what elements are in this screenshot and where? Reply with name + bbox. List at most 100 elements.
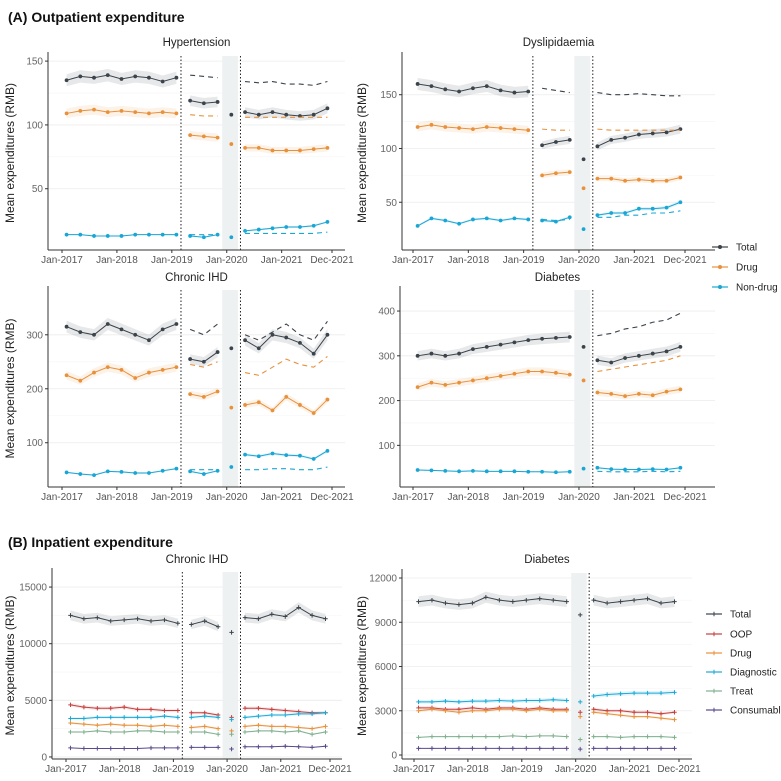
fitted-line: [417, 370, 570, 388]
series-drug: [415, 355, 683, 400]
data-point: [609, 176, 614, 181]
data-point: [429, 122, 434, 127]
data-point: [309, 726, 315, 731]
data-point: [483, 746, 489, 751]
data-point: [269, 744, 275, 749]
x-tick-label: Jan-2017: [392, 492, 434, 503]
counterfactual-line: [244, 320, 328, 341]
data-point: [229, 142, 234, 146]
data-point: [540, 173, 544, 178]
confidence-band: [191, 725, 219, 730]
y-tick-label: 400: [378, 307, 395, 318]
data-point: [678, 175, 683, 180]
data-point: [512, 90, 517, 95]
y-tick-label: 200: [378, 396, 395, 407]
legend-item-total: Total: [706, 610, 751, 621]
data-point: [456, 710, 462, 715]
x-tick-label: Jan-2021: [609, 764, 651, 775]
fitted-line: [418, 699, 567, 703]
data-point: [664, 205, 669, 210]
data-point: [215, 732, 221, 737]
data-point: [243, 403, 247, 407]
data-point: [457, 380, 462, 385]
data-point: [540, 369, 544, 374]
data-point: [443, 125, 448, 129]
data-point: [483, 734, 489, 739]
data-point: [202, 745, 207, 750]
data-point: [540, 336, 544, 341]
counterfactual-line: [542, 128, 570, 131]
panel-title: Dyslipidaemia: [523, 37, 595, 49]
data-point: [577, 710, 583, 715]
data-point: [121, 729, 127, 735]
data-point: [311, 147, 316, 152]
data-point: [284, 394, 289, 399]
data-point: [664, 349, 669, 354]
series-diagnostic: [68, 710, 328, 722]
data-point: [284, 112, 289, 117]
data-point: [429, 216, 434, 221]
data-point: [256, 227, 261, 232]
series-diagnostic: [416, 690, 677, 705]
data-point: [229, 746, 234, 752]
data-point: [201, 101, 206, 106]
data-point: [215, 745, 221, 750]
data-point: [567, 372, 572, 377]
data-point: [296, 711, 301, 717]
x-tick-label: Jan-2019: [501, 764, 543, 775]
x-tick-label: Dec-2021: [663, 255, 707, 266]
panel-title: Chronic IHD: [166, 554, 229, 566]
series-non-drug: [64, 448, 330, 478]
data-point: [510, 707, 516, 712]
data-point: [121, 704, 127, 710]
data-point: [524, 746, 529, 751]
data-point: [242, 715, 248, 720]
data-point: [443, 734, 448, 739]
data-point: [537, 707, 542, 712]
data-point: [323, 729, 328, 735]
data-point: [81, 746, 87, 751]
series-consumable: [68, 744, 328, 752]
data-point: [215, 350, 220, 354]
data-point: [325, 220, 330, 224]
data-point: [510, 599, 516, 604]
data-point: [284, 225, 289, 229]
data-point: [309, 745, 315, 750]
legend-item-diagnostic: Diagnostic: [706, 668, 777, 679]
data-point: [526, 89, 531, 94]
data-point: [119, 77, 124, 81]
data-point: [664, 467, 669, 472]
data-point: [567, 170, 572, 175]
legend-item-oop: OOP: [706, 630, 753, 641]
data-point: [623, 467, 627, 472]
fitted-line: [418, 735, 567, 738]
data-point: [609, 360, 614, 365]
data-point: [498, 88, 503, 93]
data-point: [147, 75, 151, 80]
x-tick-label: Dec-2021: [310, 492, 354, 503]
data-point: [147, 111, 151, 116]
data-point: [148, 707, 154, 712]
series-consumable: [416, 746, 677, 752]
data-point: [162, 617, 167, 623]
data-point: [551, 697, 556, 702]
data-point: [457, 126, 462, 130]
data-point: [215, 100, 220, 104]
data-point: [636, 132, 641, 137]
data-point: [189, 622, 194, 627]
data-point: [105, 110, 110, 115]
data-point: [526, 128, 531, 133]
data-point: [311, 457, 316, 461]
y-tick-label: 100: [26, 438, 43, 449]
data-point: [201, 359, 206, 364]
data-point: [160, 79, 165, 84]
data-point: [443, 600, 448, 606]
series-total: [415, 77, 683, 162]
data-point: [133, 376, 138, 380]
y-axis-label: Mean expenditures (RMB): [355, 596, 369, 736]
panel-diabetes: 100 200 300 400 Jan-2017 Jan-2018 Jan-2019 Jan-…: [378, 272, 715, 503]
data-point: [121, 617, 127, 623]
data-point: [512, 127, 517, 132]
data-point: [551, 746, 556, 751]
legend-item-consumable: Consumable: [706, 706, 781, 717]
